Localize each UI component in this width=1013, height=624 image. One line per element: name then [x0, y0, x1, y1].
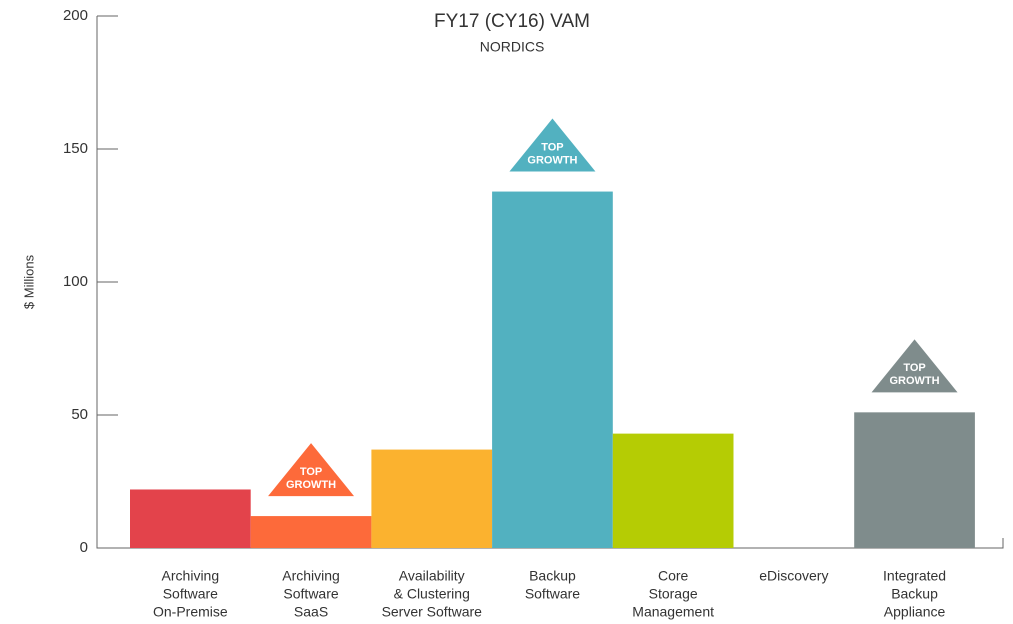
- x-tick-label: Storage: [649, 586, 698, 602]
- annotation-badge: [509, 118, 596, 172]
- x-tick-label: Management: [632, 604, 714, 620]
- x-tick-label: Backup: [891, 586, 938, 602]
- x-tick-label: Software: [525, 586, 580, 602]
- bar: [130, 489, 251, 548]
- annotation-text: TOP: [541, 141, 563, 153]
- x-tick-label: Integrated: [883, 568, 946, 584]
- bar: [612, 433, 734, 548]
- x-tick-label: Backup: [529, 568, 576, 584]
- x-tick-label: Software: [163, 586, 218, 602]
- bar: [492, 191, 613, 548]
- bar: [250, 516, 372, 548]
- x-tick-label: SaaS: [294, 604, 328, 620]
- chart-title: FY17 (CY16) VAM: [434, 11, 590, 32]
- annotation-text: GROWTH: [527, 154, 577, 166]
- y-tick-label: 200: [63, 7, 88, 24]
- x-tick-label: Core: [658, 568, 689, 584]
- y-axis-label: $ Millions: [21, 254, 36, 309]
- y-tick-label: 150: [63, 140, 88, 157]
- x-tick-label: Server Software: [382, 604, 483, 620]
- y-tick-label: 100: [63, 273, 88, 290]
- annotation-text: TOP: [300, 466, 322, 478]
- annotation-text: GROWTH: [286, 479, 336, 491]
- x-tick-label: Software: [283, 586, 338, 602]
- y-tick-label: 50: [71, 406, 88, 423]
- x-tick-label: On-Premise: [153, 604, 228, 620]
- annotation-text: TOP: [903, 362, 925, 374]
- y-tick-label: 0: [80, 539, 88, 556]
- annotation-text: GROWTH: [889, 375, 939, 387]
- chart-subtitle: NORDICS: [480, 39, 545, 55]
- annotation-badge: [268, 443, 355, 497]
- x-tick-label: eDiscovery: [759, 568, 828, 584]
- x-tick-label: Appliance: [884, 604, 946, 620]
- bar: [854, 412, 975, 548]
- bar: [371, 449, 493, 548]
- annotation-badge: [871, 339, 958, 393]
- x-tick-label: Archiving: [162, 568, 220, 584]
- x-tick-label: Archiving: [282, 568, 340, 584]
- x-tick-label: Availability: [399, 568, 465, 584]
- x-tick-label: & Clustering: [394, 586, 470, 602]
